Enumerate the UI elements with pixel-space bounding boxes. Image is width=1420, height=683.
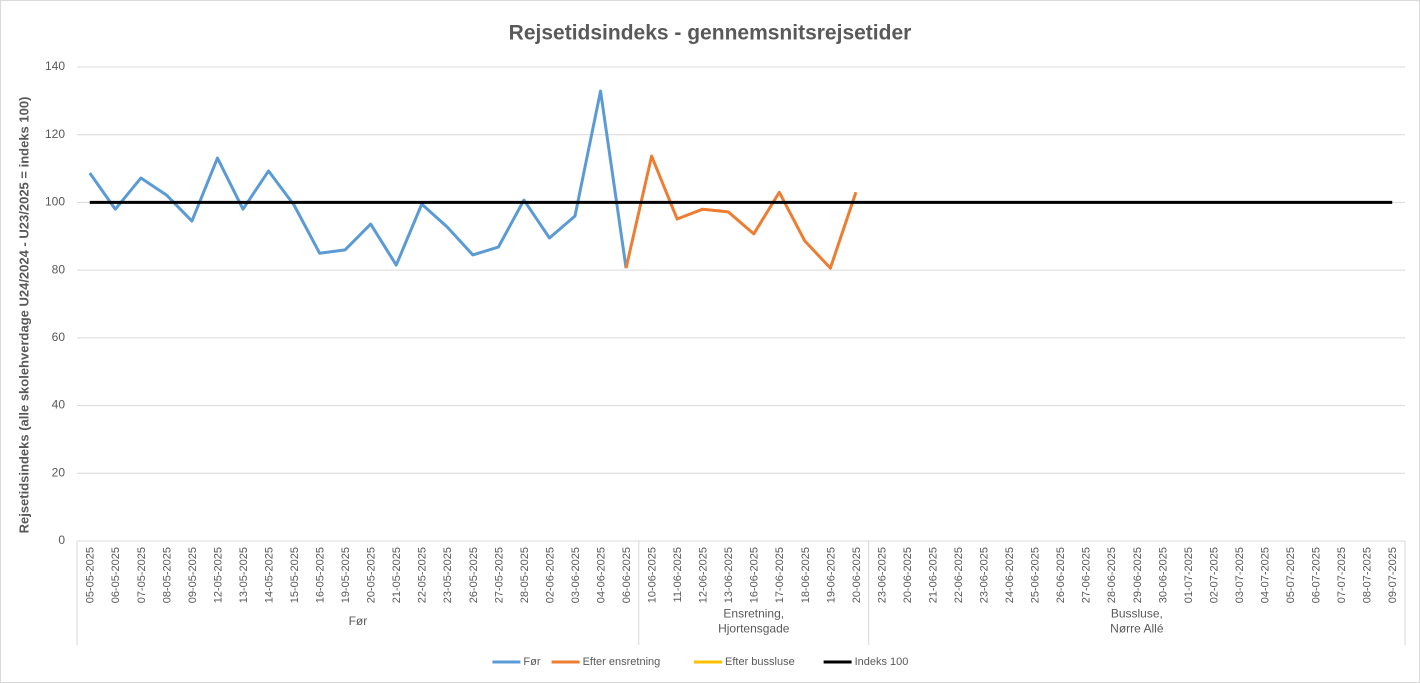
- legend-label: Efter ensretning: [583, 656, 661, 668]
- x-tick-label: 03-06-2025: [570, 547, 582, 603]
- group-label: Bussluse,: [1111, 607, 1163, 621]
- x-tick-label: 22-05-2025: [417, 547, 429, 603]
- series-line: [624, 154, 858, 270]
- x-tick-label: 11-06-2025: [672, 547, 684, 602]
- x-tick-label: 13-05-2025: [238, 547, 250, 603]
- x-tick-label: 16-05-2025: [315, 547, 327, 603]
- x-tick-label: 25-06-2025: [1030, 547, 1042, 603]
- x-tick-label: 03-07-2025: [1234, 547, 1246, 603]
- x-tick-label: 17-06-2025: [774, 547, 786, 603]
- x-tick-label: 09-05-2025: [187, 547, 199, 603]
- x-tick-label: 29-06-2025: [1132, 547, 1144, 603]
- x-tick-label: 19-05-2025: [340, 547, 352, 603]
- x-tick-label: 15-05-2025: [289, 547, 301, 603]
- x-tick-label: 20-06-2025: [851, 547, 863, 603]
- x-tick-label: 28-05-2025: [519, 547, 531, 603]
- y-tick-label: 80: [52, 262, 66, 276]
- x-tick-label: 20-05-2025: [366, 547, 378, 603]
- series-line: [88, 89, 628, 269]
- y-tick-label: 0: [58, 533, 65, 547]
- x-tick-label: 21-05-2025: [391, 547, 403, 603]
- x-tick-label: 28-06-2025: [1106, 547, 1118, 603]
- y-tick-label: 40: [52, 398, 66, 412]
- x-tick-label: 13-06-2025: [723, 547, 735, 603]
- x-tick-label: 16-06-2025: [749, 547, 761, 603]
- group-label: Ensretning,: [723, 607, 784, 621]
- x-tick-label: 22-06-2025: [953, 547, 965, 603]
- x-tick-label: 26-05-2025: [468, 547, 480, 603]
- x-tick-label: 20-06-2025: [902, 547, 914, 603]
- x-tick-label: 27-05-2025: [493, 547, 505, 603]
- x-tick-label: 23-06-2025: [876, 547, 888, 603]
- group-label: Hjortensgade: [718, 622, 790, 636]
- x-tick-label: 08-07-2025: [1362, 547, 1374, 603]
- x-tick-label: 06-06-2025: [621, 547, 633, 603]
- x-tick-label: 04-07-2025: [1259, 547, 1271, 603]
- x-tick-label: 01-07-2025: [1183, 547, 1195, 603]
- x-tick-label: 08-05-2025: [161, 547, 173, 603]
- x-tick-label: 07-07-2025: [1336, 547, 1348, 603]
- x-tick-label: 04-06-2025: [595, 547, 607, 603]
- y-axis-label: Rejsetidsindeks (alle skolehverdage U24/…: [16, 97, 31, 534]
- y-tick-label: 100: [45, 195, 65, 209]
- x-tick-label: 02-06-2025: [544, 547, 556, 603]
- group-label: Før: [349, 614, 368, 628]
- x-tick-label: 10-06-2025: [647, 547, 659, 603]
- x-tick-label: 18-06-2025: [800, 547, 812, 603]
- y-tick-label: 20: [52, 465, 66, 479]
- legend-label: Efter bussluse: [725, 656, 795, 668]
- y-tick-label: 140: [45, 59, 65, 73]
- x-tick-label: 06-05-2025: [110, 547, 122, 603]
- x-tick-label: 12-05-2025: [212, 547, 224, 603]
- x-tick-label: 19-06-2025: [825, 547, 837, 603]
- x-tick-label: 30-06-2025: [1157, 547, 1169, 603]
- x-tick-label: 09-07-2025: [1387, 547, 1399, 603]
- chart-title: Rejsetidsindeks - gennemsnitsrejsetider: [509, 22, 912, 45]
- x-tick-label: 26-06-2025: [1055, 547, 1067, 603]
- legend-label: Før: [523, 656, 540, 668]
- x-tick-label: 24-06-2025: [1004, 547, 1016, 603]
- x-tick-label: 27-06-2025: [1081, 547, 1093, 603]
- legend-label: Indeks 100: [855, 656, 909, 668]
- x-tick-label: 05-05-2025: [85, 547, 97, 603]
- y-tick-label: 60: [52, 330, 66, 344]
- x-tick-label: 07-05-2025: [136, 547, 148, 603]
- x-tick-label: 23-06-2025: [979, 547, 991, 603]
- x-tick-label: 06-07-2025: [1311, 547, 1323, 603]
- x-tick-label: 02-07-2025: [1208, 547, 1220, 603]
- x-tick-label: 12-06-2025: [698, 547, 710, 603]
- group-label: Nørre Allé: [1110, 622, 1164, 636]
- x-tick-label: 23-05-2025: [442, 547, 454, 603]
- x-tick-label: 05-07-2025: [1285, 547, 1297, 603]
- x-tick-label: 21-06-2025: [927, 547, 939, 603]
- x-tick-label: 14-05-2025: [263, 547, 275, 603]
- y-tick-label: 120: [45, 127, 65, 141]
